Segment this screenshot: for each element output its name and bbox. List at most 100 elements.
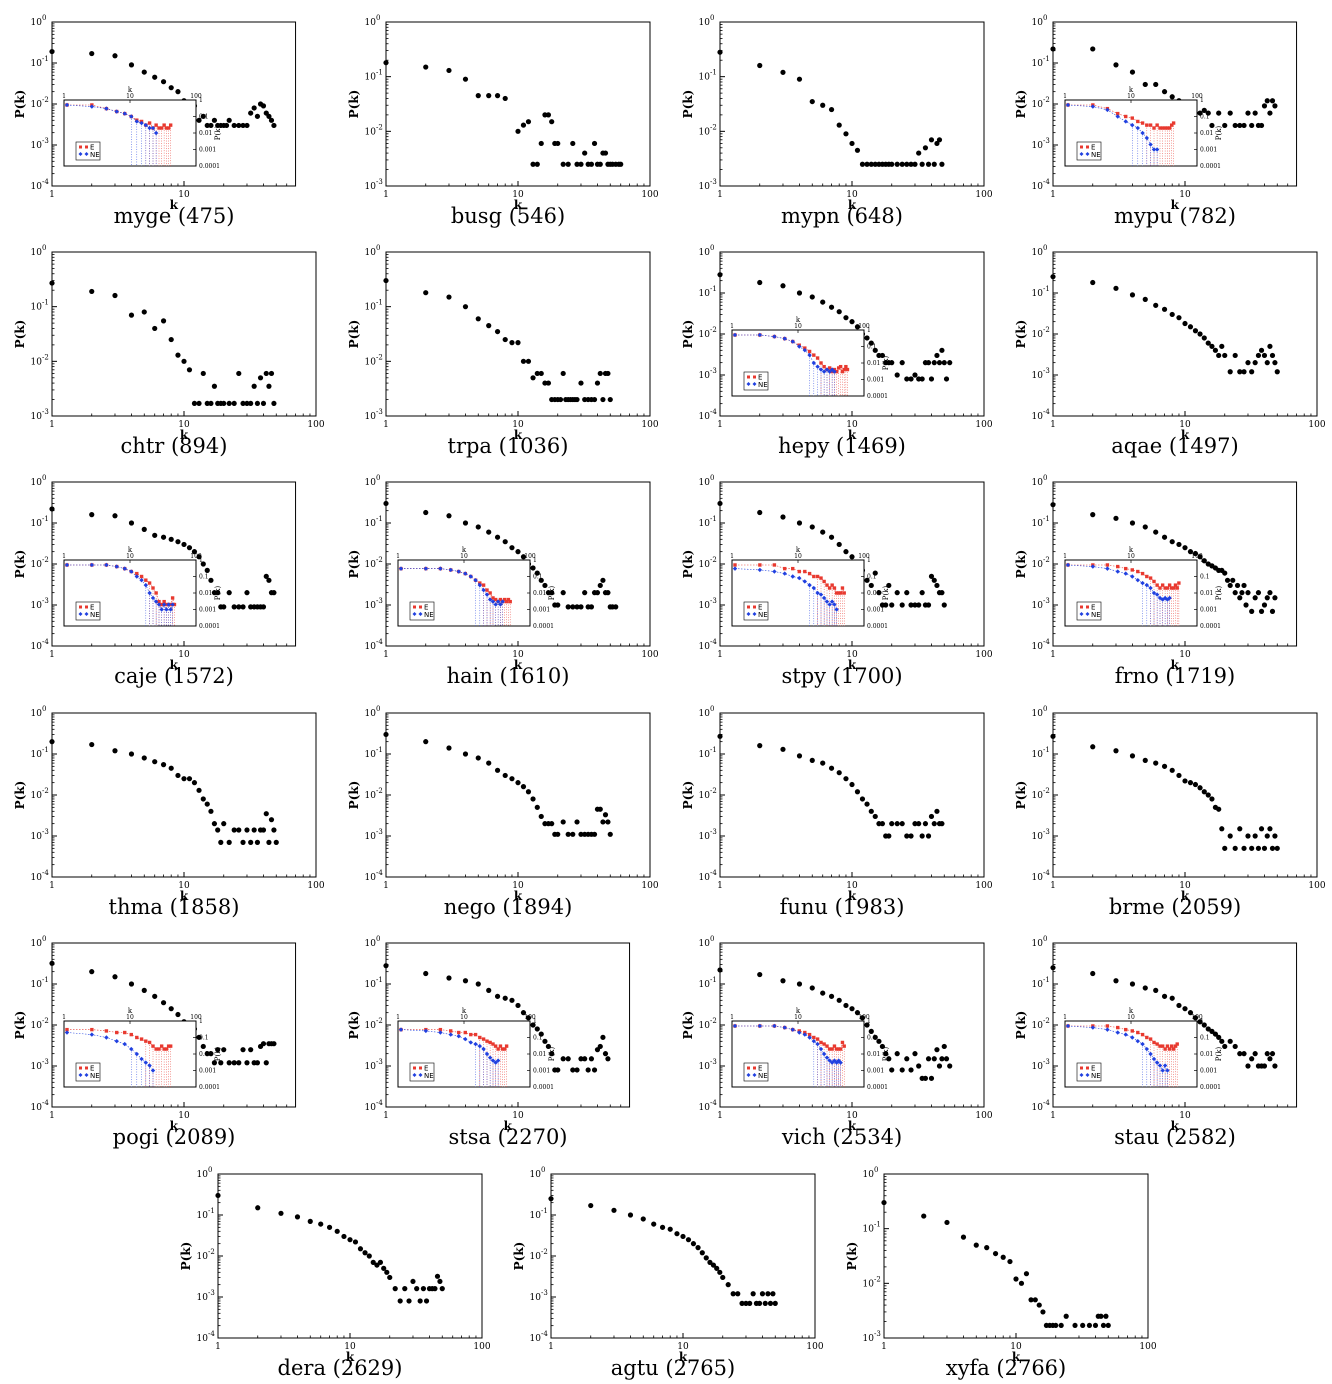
e-point (1163, 586, 1167, 590)
data-point (1090, 744, 1096, 750)
e-point (822, 579, 826, 584)
e-point (1158, 586, 1162, 590)
data-point (204, 122, 210, 129)
data-point (588, 1056, 595, 1062)
inset-x-tick-label: 1 (62, 553, 66, 560)
inset-y-tick-label: 0.1 (1200, 1035, 1210, 1042)
data-point (112, 513, 118, 519)
y-tick-label: 10 (31, 560, 43, 570)
y-tick-label: 10 (699, 832, 711, 842)
x-tick-label: 1 (49, 190, 55, 200)
e-point (825, 1044, 829, 1048)
x-axis-label: k (1171, 198, 1180, 212)
chart-panel: 1 10 100 10 0 10 -1 10 -2 10 -3 10 -4 k P(k) agtu (2765… (512, 1156, 833, 1384)
ne-point (807, 582, 812, 588)
x-tick-label: 10 (178, 881, 190, 891)
plot-frame (719, 712, 985, 878)
legend-ne-swatch (78, 612, 83, 616)
legend-ne-label: NE (424, 1072, 434, 1080)
data-point (574, 819, 580, 825)
chart-caption: caje (1572) (114, 664, 234, 688)
inset-x-tick-label: 100 (858, 553, 870, 560)
inset-x-label: k (1129, 1007, 1134, 1015)
data-point (1153, 987, 1159, 993)
y-tick-label: 10 (1032, 141, 1044, 151)
data-point (211, 821, 218, 827)
data-point (1053, 1322, 1059, 1329)
data-point (406, 1298, 412, 1304)
data-point (1245, 110, 1251, 116)
e-point (1173, 583, 1178, 587)
data-point (1161, 89, 1168, 95)
data-point (1201, 789, 1207, 795)
inset-x-label: k (462, 1007, 467, 1015)
e-point (1130, 116, 1134, 120)
e-point (783, 566, 787, 571)
data-point (168, 1006, 174, 1012)
e-point (819, 576, 823, 580)
data-point (859, 161, 866, 167)
data-point (651, 1221, 657, 1227)
inset-x-tick-label: 100 (190, 1014, 202, 1021)
e-point (154, 591, 158, 595)
y-tick-exponent: -1 (710, 515, 717, 523)
legend-ne-swatch (1079, 152, 1084, 156)
inset-y-tick-label: 0.1 (199, 114, 209, 121)
e-point (1155, 123, 1159, 127)
data-point (1050, 274, 1056, 280)
e-point (481, 583, 486, 587)
data-point (1237, 122, 1243, 129)
x-tick-label: 1 (717, 1111, 723, 1121)
ne-point (732, 332, 738, 338)
y-tick-label: 10 (197, 1334, 209, 1344)
e-point (1165, 126, 1170, 130)
ne-series-line (401, 568, 503, 605)
data-point (602, 150, 609, 156)
data-point (141, 526, 147, 532)
data-point (1234, 582, 1241, 589)
chart-panel: 1 10 10 0 10 -1 10 -2 10 -3 10 -4 k P(k) k 1 10 100 1 0.1 0.… (1014, 4, 1332, 232)
y-tick-exponent: -1 (42, 55, 49, 63)
ne-point (147, 590, 152, 596)
plot-frame (385, 251, 651, 417)
data-point (756, 1300, 763, 1306)
legend-ne-swatch (418, 1073, 423, 1077)
data-point (717, 1269, 723, 1275)
chart-panel: 1 10 10 0 10 -1 10 -2 10 -3 10 -4 k P(k) k 1 10 100 1 0.1 0.… (1014, 925, 1332, 1153)
y-tick-exponent: -2 (376, 787, 383, 795)
data-point (1264, 1051, 1270, 1057)
x-tick-label: 1 (49, 881, 55, 891)
y-tick-exponent: 0 (541, 1166, 545, 1174)
data-point (525, 119, 532, 125)
y-tick-exponent: -3 (376, 597, 383, 605)
data-point (1232, 1043, 1238, 1050)
ne-point (1105, 566, 1110, 571)
data-point (273, 839, 279, 845)
data-point (1197, 554, 1203, 560)
y-tick-exponent: -2 (376, 1017, 383, 1025)
ne-point (827, 369, 832, 374)
e-point (1105, 563, 1110, 567)
data-point (570, 1067, 576, 1073)
x-tick-label: 1 (383, 190, 389, 200)
legend-e-swatch (753, 375, 756, 379)
data-point (1249, 608, 1255, 614)
data-point (1272, 360, 1278, 366)
data-point (695, 1245, 701, 1251)
y-axis-label: P(k) (13, 781, 27, 810)
data-point (1192, 328, 1199, 334)
y-tick-label: 10 (1032, 1103, 1044, 1113)
data-point (565, 604, 571, 610)
data-point (502, 539, 508, 545)
data-point (1227, 833, 1233, 839)
y-tick-label: 10 (31, 709, 43, 719)
x-tick-label: 100 (307, 420, 324, 430)
e-point (830, 1047, 834, 1051)
chart-panel: 1 10 10 0 10 -1 10 -2 10 -3 10 -4 k P(k) k 1 10 100 1 0.1 0.… (347, 925, 668, 1153)
x-tick-label: 100 (806, 1342, 823, 1352)
y-tick-exponent: -2 (710, 556, 717, 564)
